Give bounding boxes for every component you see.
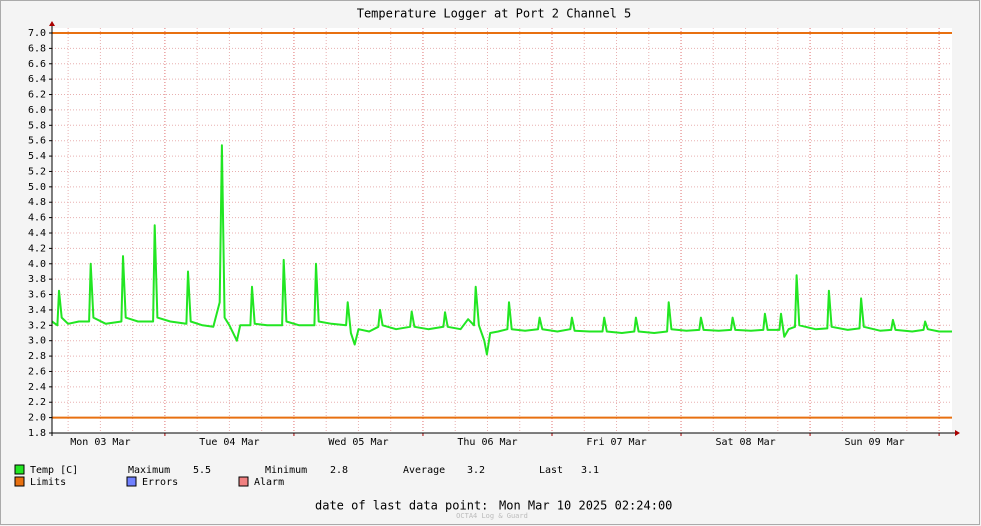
x-tick-label: Wed 05 Mar	[328, 437, 388, 448]
y-tick-label: 4.0	[28, 259, 46, 270]
watermark: OCTA4 Log & Guard	[456, 512, 528, 520]
x-tick-label: Fri 07 Mar	[586, 437, 646, 448]
data-line	[51, 144, 952, 356]
stat-label: Last	[539, 465, 563, 476]
y-tick-label: 6.0	[28, 105, 46, 116]
y-tick-label: 2.0	[28, 413, 46, 424]
y-tick-label: 2.8	[28, 351, 46, 362]
footer-label: date of last data point:	[315, 499, 488, 513]
legend-swatch	[126, 476, 137, 487]
x-tick-label: Mon 03 Mar	[70, 437, 130, 448]
stat-label: Average	[403, 465, 445, 476]
legend-swatch	[14, 464, 25, 475]
x-tick-label: Tue 04 Mar	[199, 437, 259, 448]
x-tick-label: Sun 09 Mar	[844, 437, 904, 448]
y-tick-label: 6.6	[28, 59, 46, 70]
legend-swatch	[238, 476, 249, 487]
y-tick-label: 4.2	[28, 243, 46, 254]
y-tick-label: 4.8	[28, 197, 46, 208]
y-tick-label: 5.4	[28, 151, 46, 162]
y-tick-label: 5.0	[28, 182, 46, 193]
y-arrow	[49, 21, 55, 26]
legend-label: Alarm	[254, 477, 284, 488]
chart-title: Temperature Logger at Port 2 Channel 5	[357, 7, 632, 21]
y-tick-label: 2.2	[28, 397, 46, 408]
stat-label: Minimum	[265, 465, 307, 476]
y-tick-label: 5.6	[28, 136, 46, 147]
y-tick-label: 3.4	[28, 305, 46, 316]
y-tick-label: 6.2	[28, 90, 46, 101]
y-tick-label: 3.2	[28, 320, 46, 331]
legend-label: Errors	[142, 477, 178, 488]
y-tick-label: 3.0	[28, 336, 46, 347]
y-tick-label: 6.8	[28, 43, 46, 54]
stat-label: Maximum	[128, 465, 170, 476]
stat-value: 3.2	[467, 465, 485, 476]
y-tick-label: 6.4	[28, 74, 46, 85]
y-tick-label: 3.6	[28, 290, 46, 301]
y-tick-label: 4.4	[28, 228, 46, 239]
marks	[51, 32, 952, 419]
x-tick-label: Thu 06 Mar	[457, 437, 517, 448]
y-tick-label: 5.2	[28, 166, 46, 177]
x-arrow	[955, 430, 960, 436]
y-tick-label: 1.8	[28, 428, 46, 439]
legend-label: Limits	[30, 477, 66, 488]
stat-value: 5.5	[193, 465, 211, 476]
y-tick-label: 2.6	[28, 366, 46, 377]
plot-area	[52, 28, 952, 433]
x-tick-label: Sat 08 Mar	[715, 437, 775, 448]
stat-value: 2.8	[330, 465, 348, 476]
legend-swatch	[14, 476, 25, 487]
stat-value: 3.1	[581, 465, 599, 476]
y-tick-label: 2.4	[28, 382, 46, 393]
legend-label: Temp [C]	[30, 465, 78, 476]
y-tick-label: 4.6	[28, 213, 46, 224]
y-tick-label: 7.0	[28, 28, 46, 39]
y-tick-label: 5.8	[28, 120, 46, 131]
last-date: Mon Mar 10 2025 02:24:00	[499, 499, 672, 513]
y-tick-label: 3.8	[28, 274, 46, 285]
